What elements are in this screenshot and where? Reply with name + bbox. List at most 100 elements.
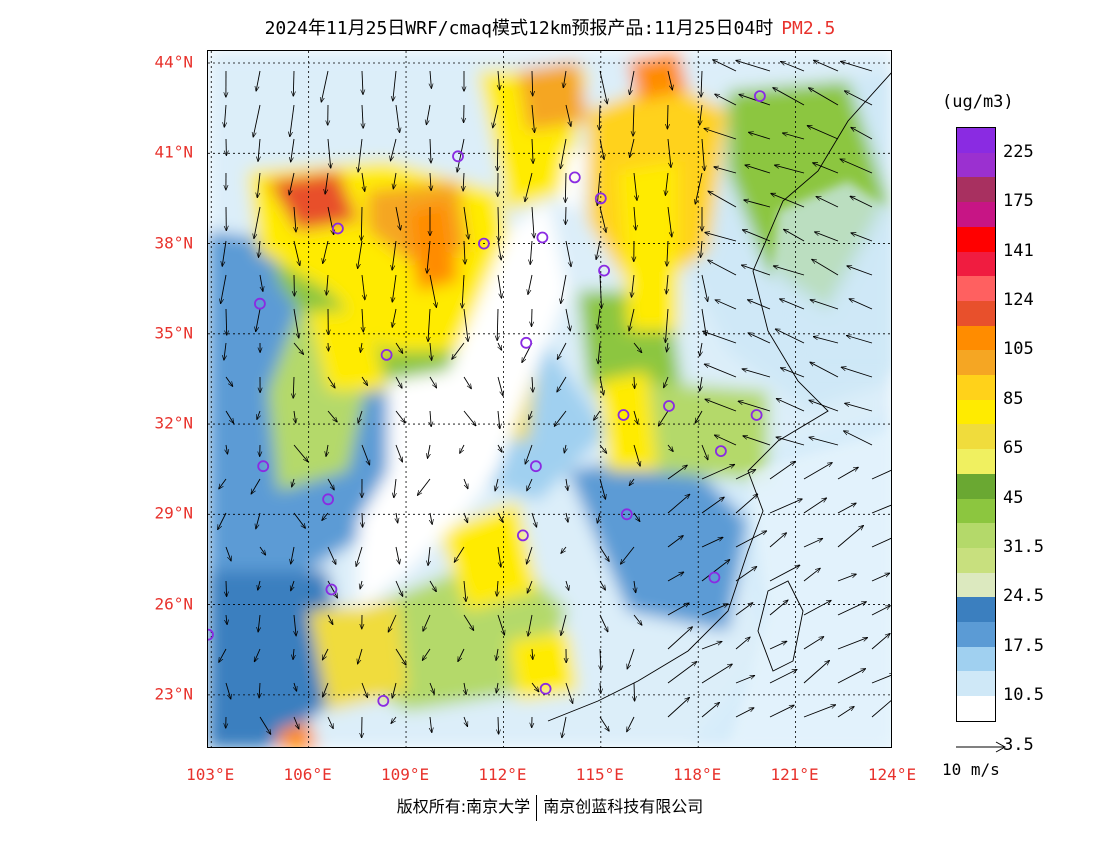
station-marker[interactable] xyxy=(322,493,334,506)
station-marker[interactable] xyxy=(257,460,270,473)
wind-vector xyxy=(667,206,672,237)
lat-label: 29°N xyxy=(154,503,193,523)
station-marker[interactable] xyxy=(254,297,266,310)
wind-vector xyxy=(701,70,702,97)
wind-vector xyxy=(771,193,805,208)
wind-vector xyxy=(744,200,771,208)
wind-vector xyxy=(426,104,431,125)
station-marker[interactable] xyxy=(452,150,464,163)
station-marker[interactable] xyxy=(708,571,721,584)
station-marker[interactable] xyxy=(377,695,390,707)
colorbar-swatch xyxy=(957,177,995,203)
wind-vector xyxy=(463,206,469,239)
wind-vector xyxy=(704,364,737,378)
colorbar-label: 31.5 xyxy=(1003,537,1044,558)
colorbar-swatch xyxy=(957,498,995,524)
lon-label: 124°E xyxy=(867,765,917,784)
wind-vector xyxy=(323,682,329,697)
wind-vector xyxy=(703,331,737,344)
station-marker[interactable] xyxy=(331,222,344,235)
wind-vector xyxy=(361,444,370,465)
station-marker[interactable] xyxy=(536,231,549,244)
wind-vector xyxy=(498,410,500,429)
wind-vector xyxy=(598,342,600,364)
station-marker[interactable] xyxy=(380,348,393,361)
station-marker[interactable] xyxy=(750,409,763,421)
wind-vector xyxy=(527,478,533,491)
station-marker[interactable] xyxy=(754,90,766,102)
station-marker[interactable] xyxy=(539,682,552,695)
monitoring-stations xyxy=(208,90,766,707)
wind-vector xyxy=(498,70,500,90)
wind-vector xyxy=(705,399,737,412)
station-marker[interactable] xyxy=(620,508,633,521)
wind-vector xyxy=(530,240,532,264)
station-marker[interactable] xyxy=(663,400,675,412)
lon-label: 112°E xyxy=(478,765,527,784)
station-marker[interactable] xyxy=(598,264,611,277)
wind-vector xyxy=(803,705,836,718)
colorbar-swatch xyxy=(957,449,995,474)
wind-vector xyxy=(554,410,567,426)
station-marker[interactable] xyxy=(208,628,214,641)
lon-label: 115°E xyxy=(575,765,624,784)
wind-vector xyxy=(422,648,431,660)
wind-vector xyxy=(532,70,533,96)
wind-vector xyxy=(361,376,368,385)
wind-vector xyxy=(557,342,567,359)
wind-vector xyxy=(708,191,737,208)
wind-vector xyxy=(634,682,635,701)
lat-label: 26°N xyxy=(154,594,193,614)
wind-vector xyxy=(871,700,891,718)
wind-vector xyxy=(428,308,430,342)
station-marker[interactable] xyxy=(529,460,542,473)
wind-vector xyxy=(845,91,873,106)
wind-vector xyxy=(871,674,891,684)
wind-vector xyxy=(783,133,805,140)
station-marker[interactable] xyxy=(325,583,338,596)
wind-vector xyxy=(701,560,730,582)
wind-vector xyxy=(495,478,498,491)
wind-vector xyxy=(525,172,533,202)
station-marker[interactable] xyxy=(520,336,533,349)
station-marker[interactable] xyxy=(477,237,490,250)
wind-vector xyxy=(388,614,397,632)
wind-vector xyxy=(327,580,338,598)
wind-vector xyxy=(430,716,432,733)
station-marker[interactable] xyxy=(715,445,727,458)
wind-vector xyxy=(293,70,294,96)
wind-vector xyxy=(430,410,431,427)
wind-vector xyxy=(665,172,669,195)
wind-vector xyxy=(769,565,800,582)
wind-vector xyxy=(803,539,823,548)
wind-vector xyxy=(599,138,604,159)
wind-vector xyxy=(497,308,498,341)
station-marker[interactable] xyxy=(617,409,630,421)
wind-vector xyxy=(743,230,771,242)
wind-vector xyxy=(258,138,260,161)
pm25-forecast-map[interactable] xyxy=(207,50,892,748)
wind-vector xyxy=(463,512,468,523)
wind-vector xyxy=(600,682,601,693)
colorbar-swatch xyxy=(957,152,995,178)
graticule xyxy=(208,51,891,747)
wind-vector xyxy=(565,172,566,202)
wind-vector xyxy=(225,410,234,423)
station-marker[interactable] xyxy=(568,171,581,184)
wind-vector xyxy=(633,614,642,625)
colorbar-swatch xyxy=(957,622,995,647)
copyright-text-b: 南京创蓝科技有限公司 xyxy=(543,797,704,816)
wind-vector xyxy=(257,410,260,419)
wind-vector xyxy=(395,410,405,423)
wind-vector xyxy=(847,266,873,276)
station-marker[interactable] xyxy=(594,192,607,205)
lat-label: 41°N xyxy=(154,142,193,162)
wind-vector xyxy=(810,362,839,378)
colorbar-swatch xyxy=(957,399,995,425)
wind-vector xyxy=(701,274,708,302)
station-marker[interactable] xyxy=(516,529,529,542)
wind-vector xyxy=(532,206,534,238)
wind-vector xyxy=(219,478,227,489)
wind-vector xyxy=(293,240,300,266)
colorbar-label: 85 xyxy=(1003,388,1024,409)
